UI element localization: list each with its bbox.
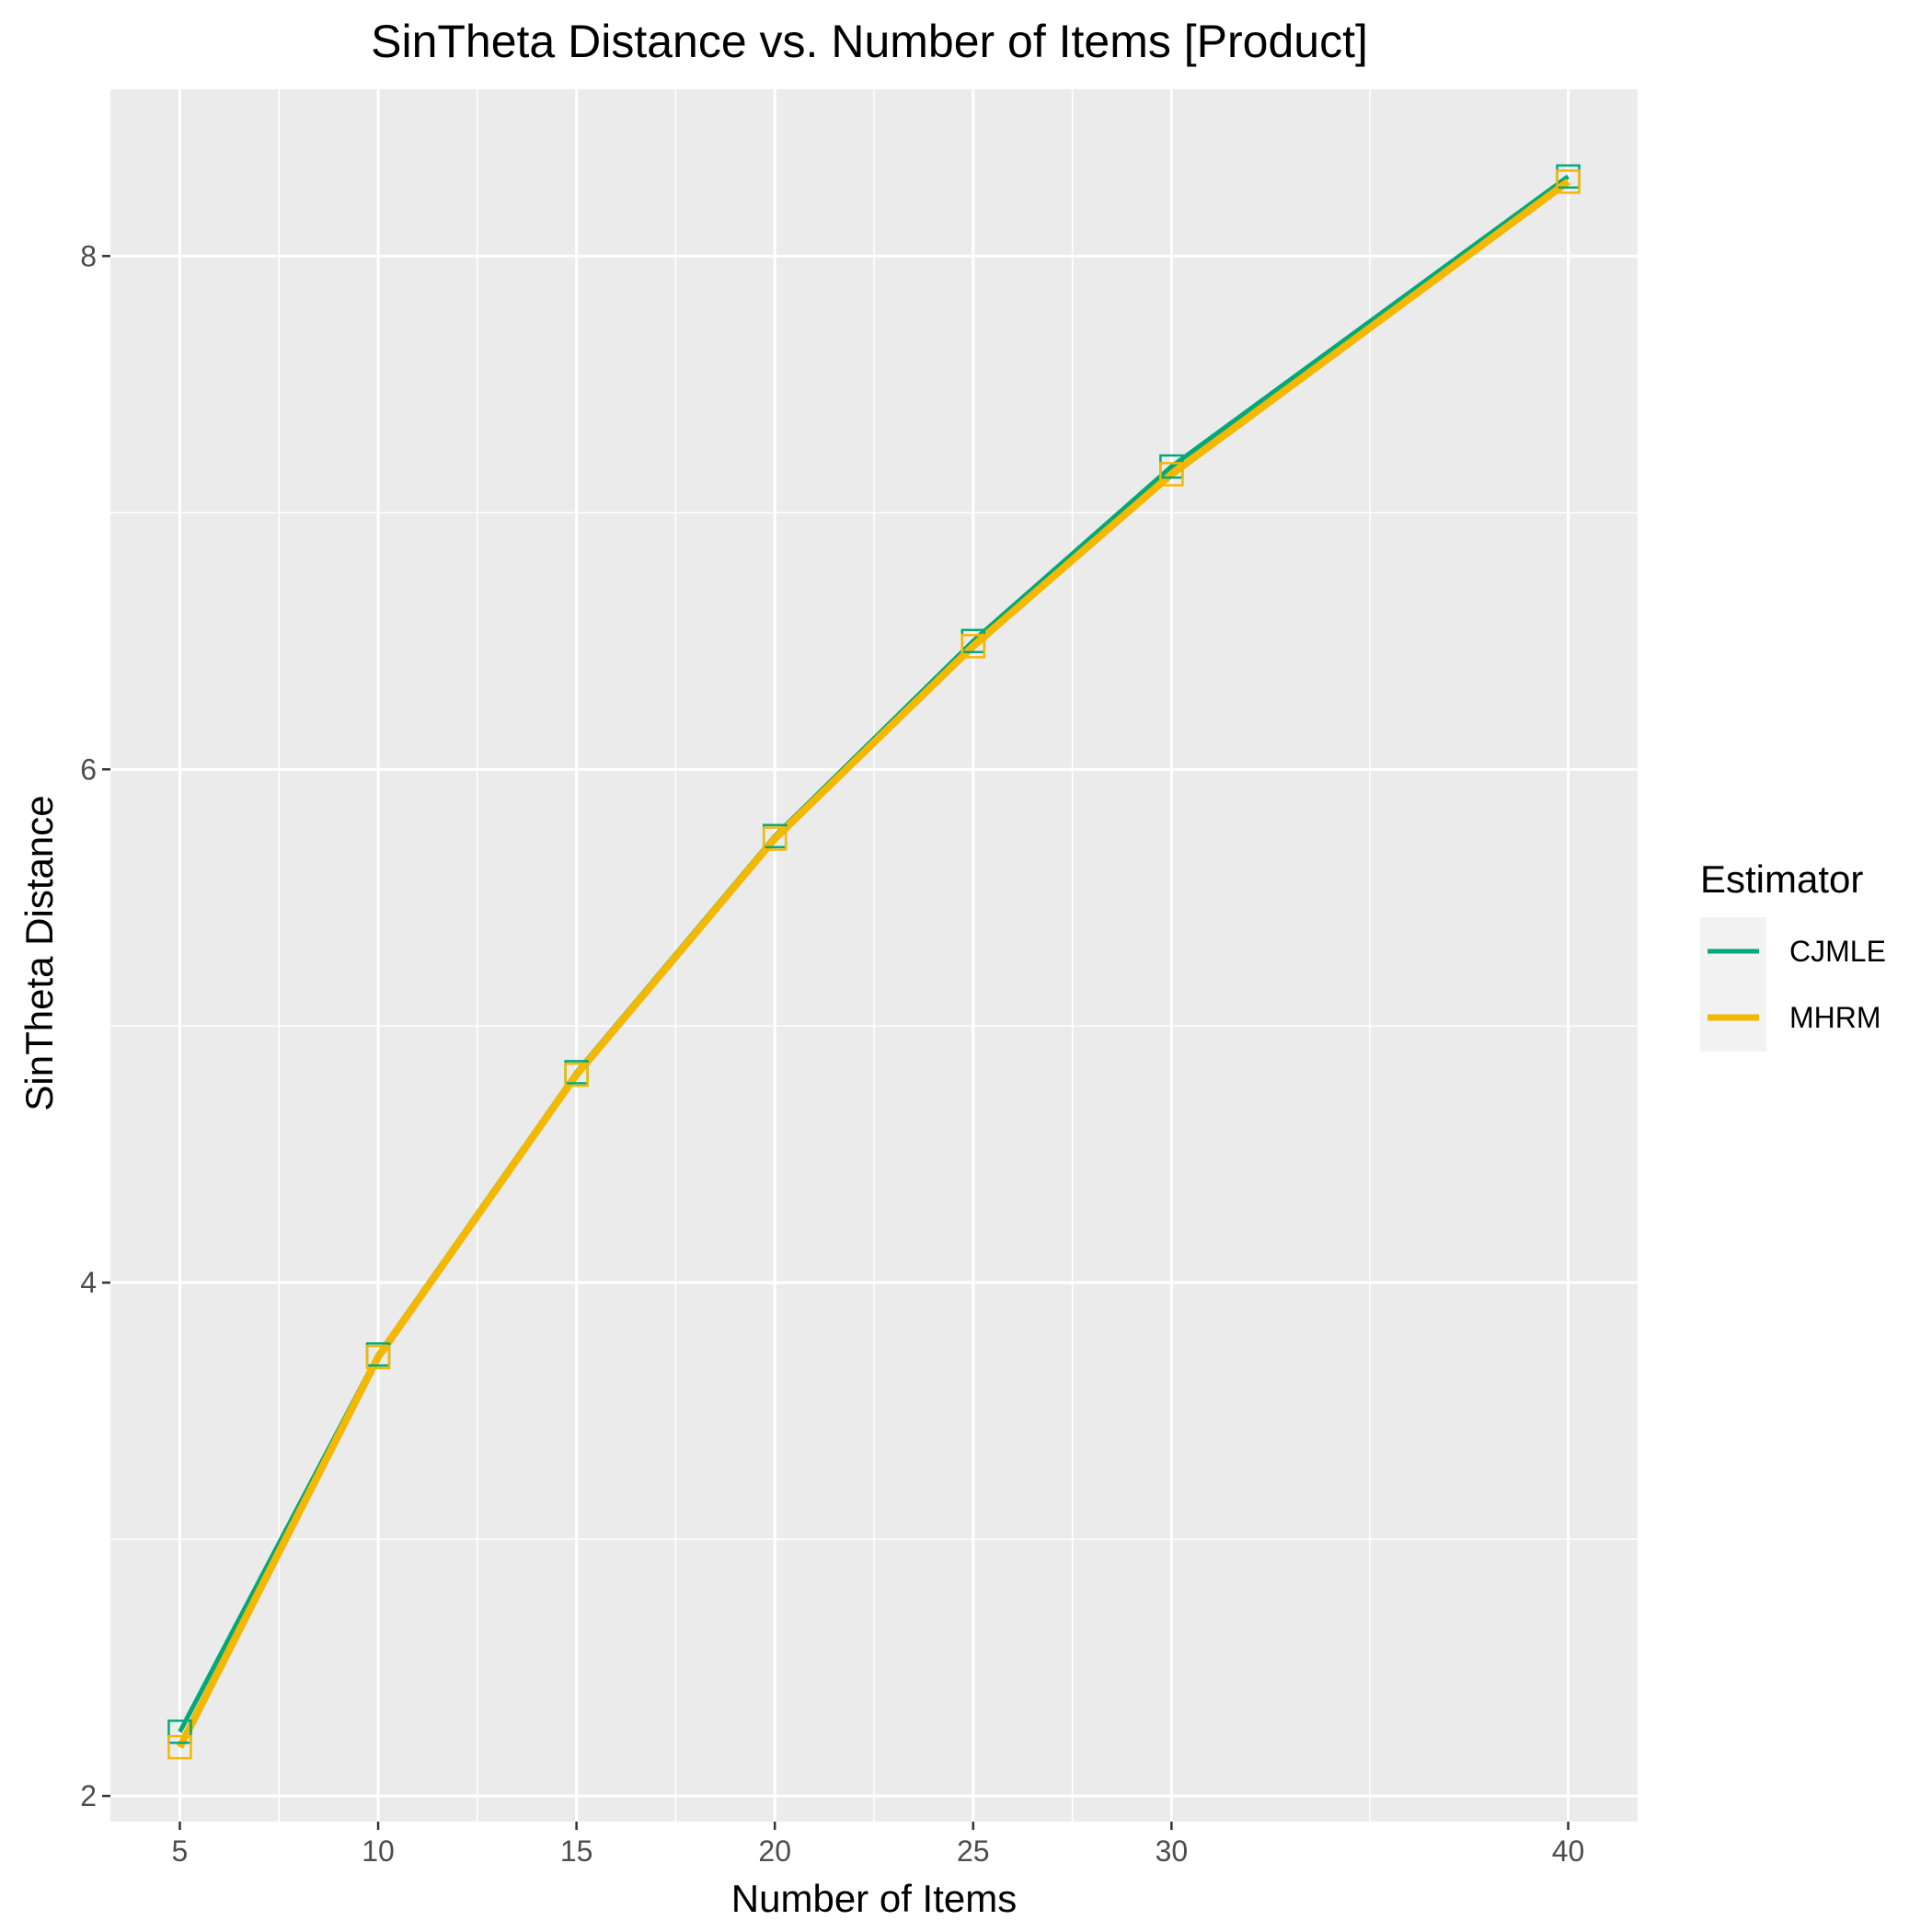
- x-tick-label: 30: [1156, 1834, 1189, 1868]
- series-points: [167, 164, 1581, 1760]
- legend-key-background: [1700, 917, 1766, 1052]
- legend-label-mhrm: MHRM: [1789, 1001, 1881, 1034]
- x-tick-label: 40: [1552, 1834, 1585, 1868]
- y-tick-label: 4: [80, 1266, 97, 1299]
- series-lines: [176, 174, 1570, 1749]
- y-axis: 2 4 6 8: [80, 239, 110, 1812]
- series-line-mhrm: [176, 178, 1570, 1749]
- data-point-mhrm: [960, 634, 986, 659]
- x-axis-title: Number of Items: [731, 1877, 1017, 1920]
- data-point-mhrm: [1556, 169, 1581, 194]
- data-point-mhrm: [564, 1062, 589, 1087]
- data-point-mhrm: [167, 1734, 192, 1760]
- y-tick-label: 6: [80, 753, 97, 786]
- x-axis: 5 10 15 20 25 30 40: [172, 1822, 1585, 1868]
- chart-title: SinTheta Distance vs. Number of Items [P…: [371, 16, 1368, 67]
- data-point-cjmle: [167, 1719, 192, 1744]
- data-point-mhrm: [1159, 462, 1184, 487]
- x-tick-label: 15: [560, 1834, 593, 1868]
- data-point-mhrm: [365, 1344, 391, 1370]
- x-tick-label: 5: [172, 1834, 189, 1868]
- legend-label-cjmle: CJMLE: [1789, 935, 1886, 968]
- y-tick-label: 8: [80, 239, 97, 272]
- x-tick-label: 25: [957, 1834, 990, 1868]
- data-point-mhrm: [762, 826, 788, 851]
- legend-title: Estimator: [1700, 857, 1863, 901]
- major-gridlines: [110, 89, 1638, 1822]
- x-tick-label: 20: [758, 1834, 791, 1868]
- x-tick-label: 10: [362, 1834, 395, 1868]
- legend: Estimator CJMLE MHRM: [1700, 857, 1886, 1052]
- y-axis-title: SinTheta Distance: [17, 795, 61, 1110]
- y-tick-label: 2: [80, 1779, 97, 1812]
